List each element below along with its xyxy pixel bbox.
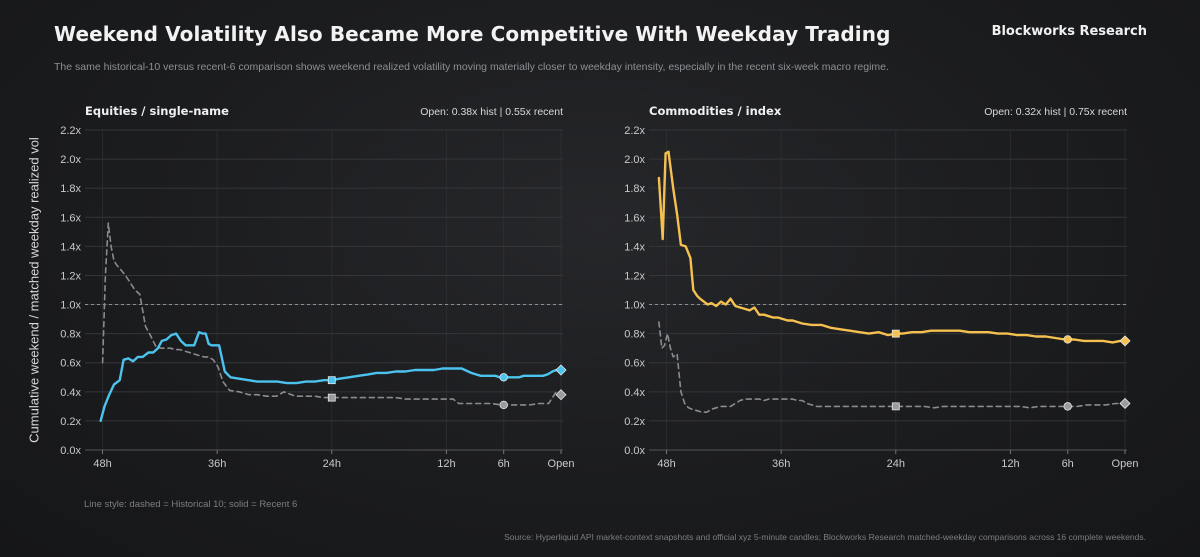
x-tick-label: 36h	[772, 458, 790, 470]
x-tick-label: 12h	[1001, 458, 1019, 470]
marker-square-recent-6	[327, 376, 336, 385]
y-tick-label: 1.4x	[60, 241, 81, 253]
x-tick-label: 48h	[93, 458, 111, 470]
y-tick-label: 1.4x	[624, 241, 645, 253]
x-tick-label: Open	[1112, 458, 1139, 470]
commodities-panel: Commodities / index Open: 0.32x hist | 0.…	[624, 104, 1138, 470]
equities-panel: Equities / single-name Open: 0.38x hist |…	[60, 104, 574, 470]
chart-title: Weekend Volatility Also Became More Comp…	[54, 22, 891, 46]
marker-diamond-recent-6	[555, 364, 567, 376]
y-tick-label: 2.2x	[624, 125, 645, 137]
series-line-historical-10	[101, 222, 562, 406]
y-tick-label: 2.0x	[60, 154, 81, 166]
series-line-historical-10	[658, 321, 1126, 413]
x-tick-label: 36h	[208, 458, 226, 470]
x-tick-label: Open	[548, 458, 575, 470]
panel-stat: Open: 0.38x hist | 0.55x recent	[420, 106, 563, 118]
marker-square-historical-10	[891, 402, 900, 411]
x-tick-label: 24h	[323, 458, 341, 470]
x-tick-label: 12h	[437, 458, 455, 470]
y-tick-label: 2.0x	[624, 154, 645, 166]
y-tick-label: 0.8x	[60, 329, 81, 341]
marker-diamond-historical-10	[555, 389, 567, 401]
marker-circle-recent-6	[1063, 335, 1072, 344]
panel-title: Commodities / index	[649, 104, 782, 118]
y-tick-label: 0.4x	[624, 387, 645, 399]
y-tick-label: 0.6x	[624, 358, 645, 370]
y-tick-label: 0.4x	[60, 387, 81, 399]
y-tick-label: 1.2x	[624, 270, 645, 282]
x-tick-label: 48h	[657, 458, 675, 470]
marker-circle-historical-10	[499, 400, 508, 410]
marker-circle-historical-10	[1063, 402, 1072, 411]
x-tick-label: 6h	[1062, 458, 1074, 470]
y-tick-label: 0.0x	[60, 445, 81, 457]
panel-stat: Open: 0.32x hist | 0.75x recent	[984, 106, 1127, 118]
x-tick-label: 6h	[498, 458, 510, 470]
y-tick-label: 1.6x	[624, 212, 645, 224]
y-tick-label: 0.0x	[624, 445, 645, 457]
brand-label: Blockworks Research	[991, 24, 1147, 39]
y-tick-label: 1.0x	[624, 300, 645, 312]
y-tick-label: 1.6x	[60, 212, 81, 224]
marker-diamond-recent-6	[1119, 335, 1131, 347]
marker-square-historical-10	[327, 393, 336, 402]
series-line-recent-6	[657, 150, 1127, 344]
line-style-note: Line style: dashed = Historical 10; soli…	[84, 499, 298, 510]
y-tick-label: 1.8x	[624, 183, 645, 195]
y-tick-label: 0.2x	[624, 416, 645, 428]
y-tick-label: 1.2x	[60, 270, 81, 282]
marker-square-recent-6	[891, 329, 900, 338]
marker-diamond-historical-10	[1119, 397, 1131, 410]
y-tick-label: 0.2x	[60, 416, 81, 428]
chart-subtitle: The same historical-10 versus recent-6 c…	[54, 61, 889, 73]
x-tick-label: 24h	[887, 458, 905, 470]
y-tick-label: 1.0x	[60, 300, 81, 312]
y-tick-label: 1.8x	[60, 183, 81, 195]
y-tick-label: 0.6x	[60, 358, 81, 370]
source-note: Source: Hyperliquid API market-context s…	[504, 532, 1146, 542]
marker-circle-recent-6	[499, 373, 508, 382]
y-tick-label: 0.8x	[624, 329, 645, 341]
panel-title: Equities / single-name	[85, 104, 229, 118]
y-tick-label: 2.2x	[60, 125, 81, 137]
